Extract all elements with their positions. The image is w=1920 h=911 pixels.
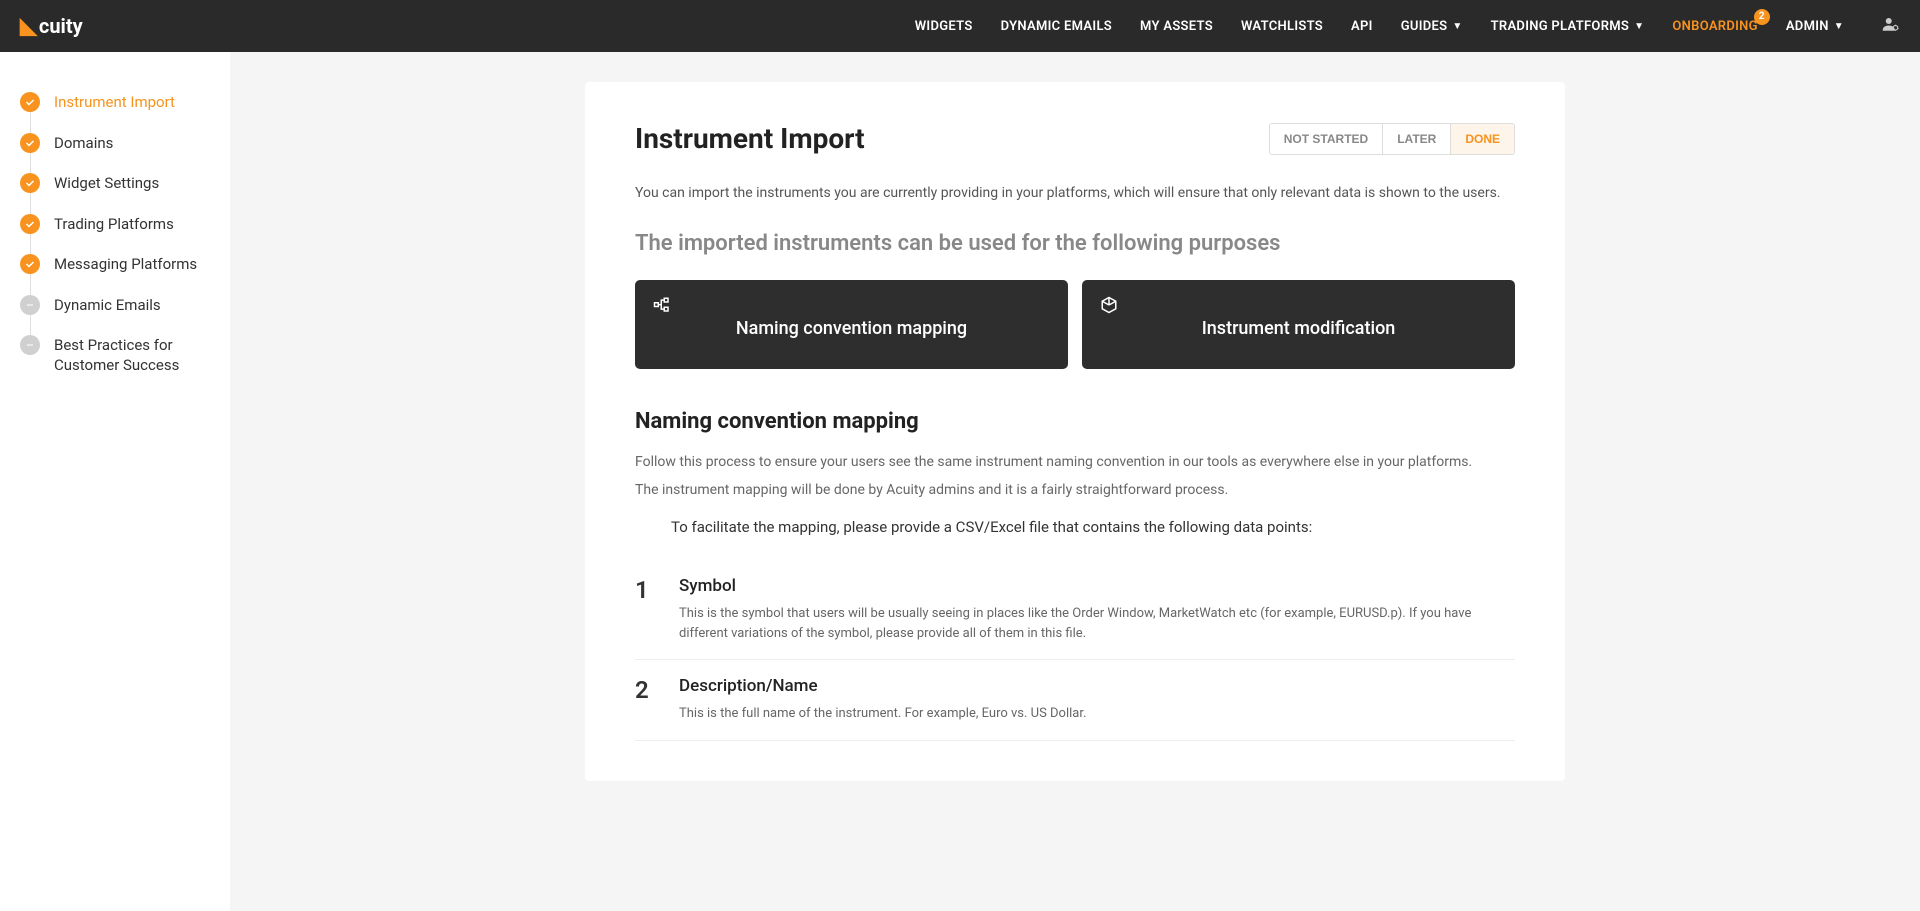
steps-list: 1 Symbol This is the symbol that users wil…	[635, 560, 1515, 741]
nav-items: WIDGETS DYNAMIC EMAILS MY ASSETS WATCHLISTS…	[915, 15, 1900, 37]
pending-icon	[20, 295, 40, 315]
logo-mark-icon: ◣	[20, 14, 37, 39]
step-title: Symbol	[679, 576, 1515, 596]
check-icon	[20, 214, 40, 234]
step-description: This is the full name of the instrument.…	[679, 704, 1515, 724]
step-2: 2 Description/Name This is the full name o…	[635, 660, 1515, 741]
content-card: Instrument Import NOT STARTEDLATERDONE Y…	[585, 82, 1565, 781]
status-done-button[interactable]: DONE	[1451, 124, 1514, 154]
nav-label: WIDGETS	[915, 19, 973, 34]
purposes-heading: The imported instruments can be used for…	[635, 231, 1515, 256]
sidebar-item-label: Widget Settings	[54, 173, 159, 194]
sidebar-item-label: Messaging Platforms	[54, 254, 197, 275]
nav-dynamic-emails[interactable]: DYNAMIC EMAILS	[1001, 19, 1112, 34]
sidebar-item-label: Dynamic Emails	[54, 295, 161, 316]
tile-title: Naming convention mapping	[659, 318, 1044, 339]
nav-trading-platforms[interactable]: TRADING PLATFORMS ▼	[1491, 19, 1645, 34]
nav-label: GUIDES	[1401, 19, 1448, 34]
step-number: 1	[635, 576, 655, 643]
sidebar-item-label: Trading Platforms	[54, 214, 174, 235]
sidebar-item-label: Best Practices for Customer Success	[54, 335, 230, 375]
top-navigation: ◣cuity WIDGETS DYNAMIC EMAILS MY ASSETS WAT…	[0, 0, 1920, 52]
intro-text: You can import the instruments you are c…	[635, 185, 1515, 201]
pending-icon	[20, 335, 40, 355]
notification-badge: 2	[1754, 9, 1770, 25]
tile-title: Instrument modification	[1106, 318, 1491, 339]
onboarding-sidebar: Instrument Import Domains Widget Settings T…	[0, 52, 230, 911]
cube-icon	[1100, 296, 1118, 314]
nav-label: API	[1351, 19, 1373, 34]
user-settings-icon[interactable]	[1872, 15, 1900, 37]
step-description: This is the symbol that users will be us…	[679, 604, 1515, 643]
section-title: Naming convention mapping	[635, 409, 1515, 434]
nav-label: MY ASSETS	[1140, 19, 1213, 34]
sidebar-item-widget-settings[interactable]: Widget Settings	[20, 163, 230, 204]
nav-label: ONBOARDING	[1672, 19, 1757, 34]
check-icon	[20, 92, 40, 112]
nav-my-assets[interactable]: MY ASSETS	[1140, 19, 1213, 34]
nav-widgets[interactable]: WIDGETS	[915, 19, 973, 34]
brand-logo[interactable]: ◣cuity	[20, 14, 83, 39]
step-1: 1 Symbol This is the symbol that users wil…	[635, 560, 1515, 660]
chevron-down-icon: ▼	[1834, 21, 1844, 32]
csv-lead-text: To facilitate the mapping, please provid…	[671, 518, 1515, 536]
section-para-2: The instrument mapping will be done by A…	[635, 482, 1515, 498]
nav-label: DYNAMIC EMAILS	[1001, 19, 1112, 34]
nav-onboarding[interactable]: ONBOARDING2	[1672, 19, 1757, 34]
sidebar-item-domains[interactable]: Domains	[20, 123, 230, 164]
nav-label: WATCHLISTS	[1241, 19, 1323, 34]
step-number: 2	[635, 676, 655, 724]
check-icon	[20, 254, 40, 274]
check-icon	[20, 173, 40, 193]
hierarchy-icon	[653, 296, 671, 314]
chevron-down-icon: ▼	[1634, 21, 1644, 32]
status-not-started-button[interactable]: NOT STARTED	[1270, 124, 1383, 154]
nav-guides[interactable]: GUIDES ▼	[1401, 19, 1463, 34]
status-later-button[interactable]: LATER	[1383, 124, 1451, 154]
sidebar-item-best-practices-for-customer-success[interactable]: Best Practices for Customer Success	[20, 325, 230, 385]
purpose-tiles: Naming convention mapping Instrument modi…	[635, 280, 1515, 369]
nav-api[interactable]: API	[1351, 19, 1373, 34]
page-title: Instrument Import	[635, 122, 865, 155]
purpose-tile-naming-convention-mapping[interactable]: Naming convention mapping	[635, 280, 1068, 369]
main-content: Instrument Import NOT STARTEDLATERDONE Y…	[230, 52, 1920, 911]
nav-admin[interactable]: ADMIN ▼	[1786, 19, 1844, 34]
nav-label: TRADING PLATFORMS	[1491, 19, 1630, 34]
section-para-1: Follow this process to ensure your users…	[635, 454, 1515, 470]
sidebar-item-messaging-platforms[interactable]: Messaging Platforms	[20, 244, 230, 285]
chevron-down-icon: ▼	[1452, 21, 1462, 32]
brand-name: cuity	[39, 14, 83, 38]
sidebar-item-instrument-import[interactable]: Instrument Import	[20, 82, 230, 123]
sidebar-steps-list: Instrument Import Domains Widget Settings T…	[20, 82, 230, 385]
nav-label: ADMIN	[1786, 19, 1829, 34]
status-toggle-group: NOT STARTEDLATERDONE	[1269, 123, 1515, 155]
nav-watchlists[interactable]: WATCHLISTS	[1241, 19, 1323, 34]
sidebar-item-trading-platforms[interactable]: Trading Platforms	[20, 204, 230, 245]
sidebar-item-label: Domains	[54, 133, 113, 154]
check-icon	[20, 133, 40, 153]
sidebar-item-label: Instrument Import	[54, 92, 175, 113]
sidebar-item-dynamic-emails[interactable]: Dynamic Emails	[20, 285, 230, 326]
step-title: Description/Name	[679, 676, 1515, 696]
purpose-tile-instrument-modification[interactable]: Instrument modification	[1082, 280, 1515, 369]
